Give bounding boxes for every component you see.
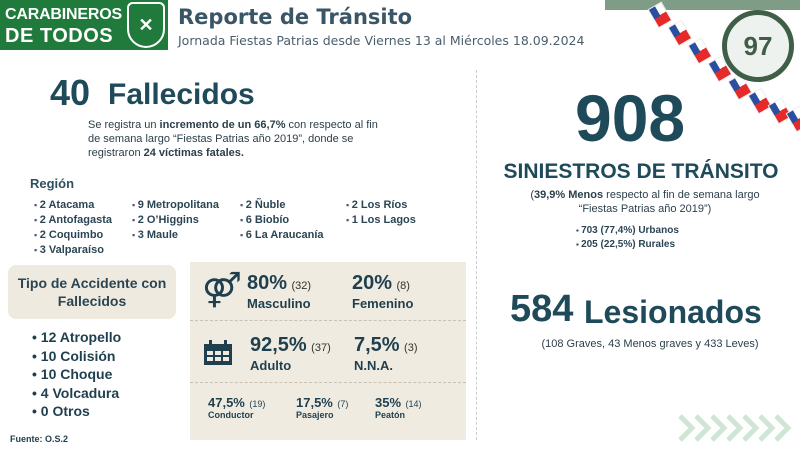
page-title: Reporte de Tránsito: [178, 5, 413, 29]
region-title: Región: [30, 176, 75, 191]
region-item: 2 Coquimbo: [34, 228, 112, 243]
region-item: 2 Los Ríos: [346, 198, 416, 213]
divider: [190, 320, 466, 321]
male-label: Masculino: [247, 296, 311, 311]
accident-item: 10 Choque: [32, 365, 121, 384]
adult-count: (37): [311, 342, 331, 354]
nna-count: (3): [404, 342, 418, 354]
region-item: 3 Maule: [132, 228, 219, 243]
accident-type-list: 12 Atropello10 Colisión10 Choque4 Volcad…: [32, 328, 121, 421]
lesionados-label: Lesionados: [584, 294, 762, 330]
siniestros-item: 205 (22,5%) Rurales: [576, 238, 679, 252]
accident-item: 0 Otros: [32, 402, 121, 421]
region-item: 2 Antofagasta: [34, 213, 112, 228]
region-column: 2 Los Ríos1 Los Lagos: [346, 198, 416, 228]
pasajero-pct: 17,5%: [296, 395, 333, 410]
adult-label: Adulto: [250, 358, 292, 373]
region-item: 6 Biobío: [240, 213, 324, 228]
conductor-count: (19): [249, 399, 266, 409]
female-pct: 20%: [352, 272, 393, 294]
carabineros-logo: CARABINEROS DE TODOS ✕: [0, 0, 168, 50]
region-item: 2 Ñuble: [240, 198, 324, 213]
adult-pct: 92,5%: [250, 334, 307, 356]
region-item: 6 La Araucanía: [240, 228, 324, 243]
male-count: (32): [291, 280, 312, 292]
siniestros-item: 703 (77,4%) Urbanos: [576, 224, 679, 238]
vertical-divider: [476, 70, 477, 440]
female-label: Femenino: [352, 296, 414, 311]
tipo-accidente-title: Tipo de Accidente con Fallecidos: [8, 265, 176, 319]
shield-icon: ✕: [127, 2, 165, 48]
pasajero-label: Pasajero: [296, 410, 334, 420]
source-note: Fuente: O.S.2: [10, 434, 69, 444]
conductor-pct: 47,5%: [208, 395, 245, 410]
divider: [190, 382, 466, 383]
demographics-panel: ⚤ 80% (32) Masculino 20% (8) Femenino 92…: [190, 262, 466, 440]
male-pct: 80%: [247, 272, 288, 294]
fallecidos-label: Fallecidos: [108, 78, 255, 111]
siniestros-label: SINIESTROS DE TRÁNSITO: [503, 160, 779, 183]
chevrons-decoration-icon: [678, 414, 792, 442]
siniestros-description: (39,9% Menos respecto al fin de semana l…: [530, 189, 760, 215]
region-item: 3 Valparaíso: [34, 243, 112, 258]
peaton-count: (14): [405, 399, 422, 409]
lesionados-description: (108 Graves, 43 Menos graves y 433 Leves…: [541, 338, 759, 350]
peaton-label: Peatón: [375, 410, 406, 420]
siniestros-list: 703 (77,4%) Urbanos205 (22,5%) Rurales: [576, 224, 679, 252]
accident-item: 4 Volcadura: [32, 384, 121, 403]
lesionados-number: 584: [510, 288, 574, 330]
region-column: 2 Ñuble6 Biobío6 La Araucanía: [240, 198, 324, 243]
emblem-97-logo: 97: [722, 10, 794, 82]
logo-line2: DE TODOS: [5, 25, 114, 47]
nna-pct: 7,5%: [354, 334, 400, 356]
region-item: 9 Metropolitana: [132, 198, 219, 213]
siniestros-number: 908: [575, 81, 686, 155]
accident-item: 10 Colisión: [32, 347, 121, 366]
fallecidos-number: 40: [50, 72, 91, 113]
region-column: 2 Atacama2 Antofagasta2 Coquimbo3 Valpar…: [34, 198, 112, 258]
peaton-pct: 35%: [375, 395, 402, 410]
page-subtitle: Jornada Fiestas Patrias desde Viernes 13…: [178, 33, 585, 48]
region-item: 2 Atacama: [34, 198, 112, 213]
top-band: [605, 0, 800, 10]
logo-line1: CARABINEROS: [5, 6, 122, 23]
accident-item: 12 Atropello: [32, 328, 121, 347]
region-column: 9 Metropolitana2 O’Higgins3 Maule: [132, 198, 219, 243]
fallecidos-description: Se registra un incremento de un 66,7% co…: [88, 119, 378, 159]
calendar-icon: [204, 340, 232, 365]
pasajero-count: (7): [337, 399, 349, 409]
region-item: 1 Los Lagos: [346, 213, 416, 228]
female-count: (8): [396, 280, 410, 292]
gender-icon: ⚤: [202, 271, 242, 309]
nna-label: N.N.A.: [354, 358, 393, 373]
conductor-label: Conductor: [208, 410, 254, 420]
region-item: 2 O’Higgins: [132, 213, 219, 228]
